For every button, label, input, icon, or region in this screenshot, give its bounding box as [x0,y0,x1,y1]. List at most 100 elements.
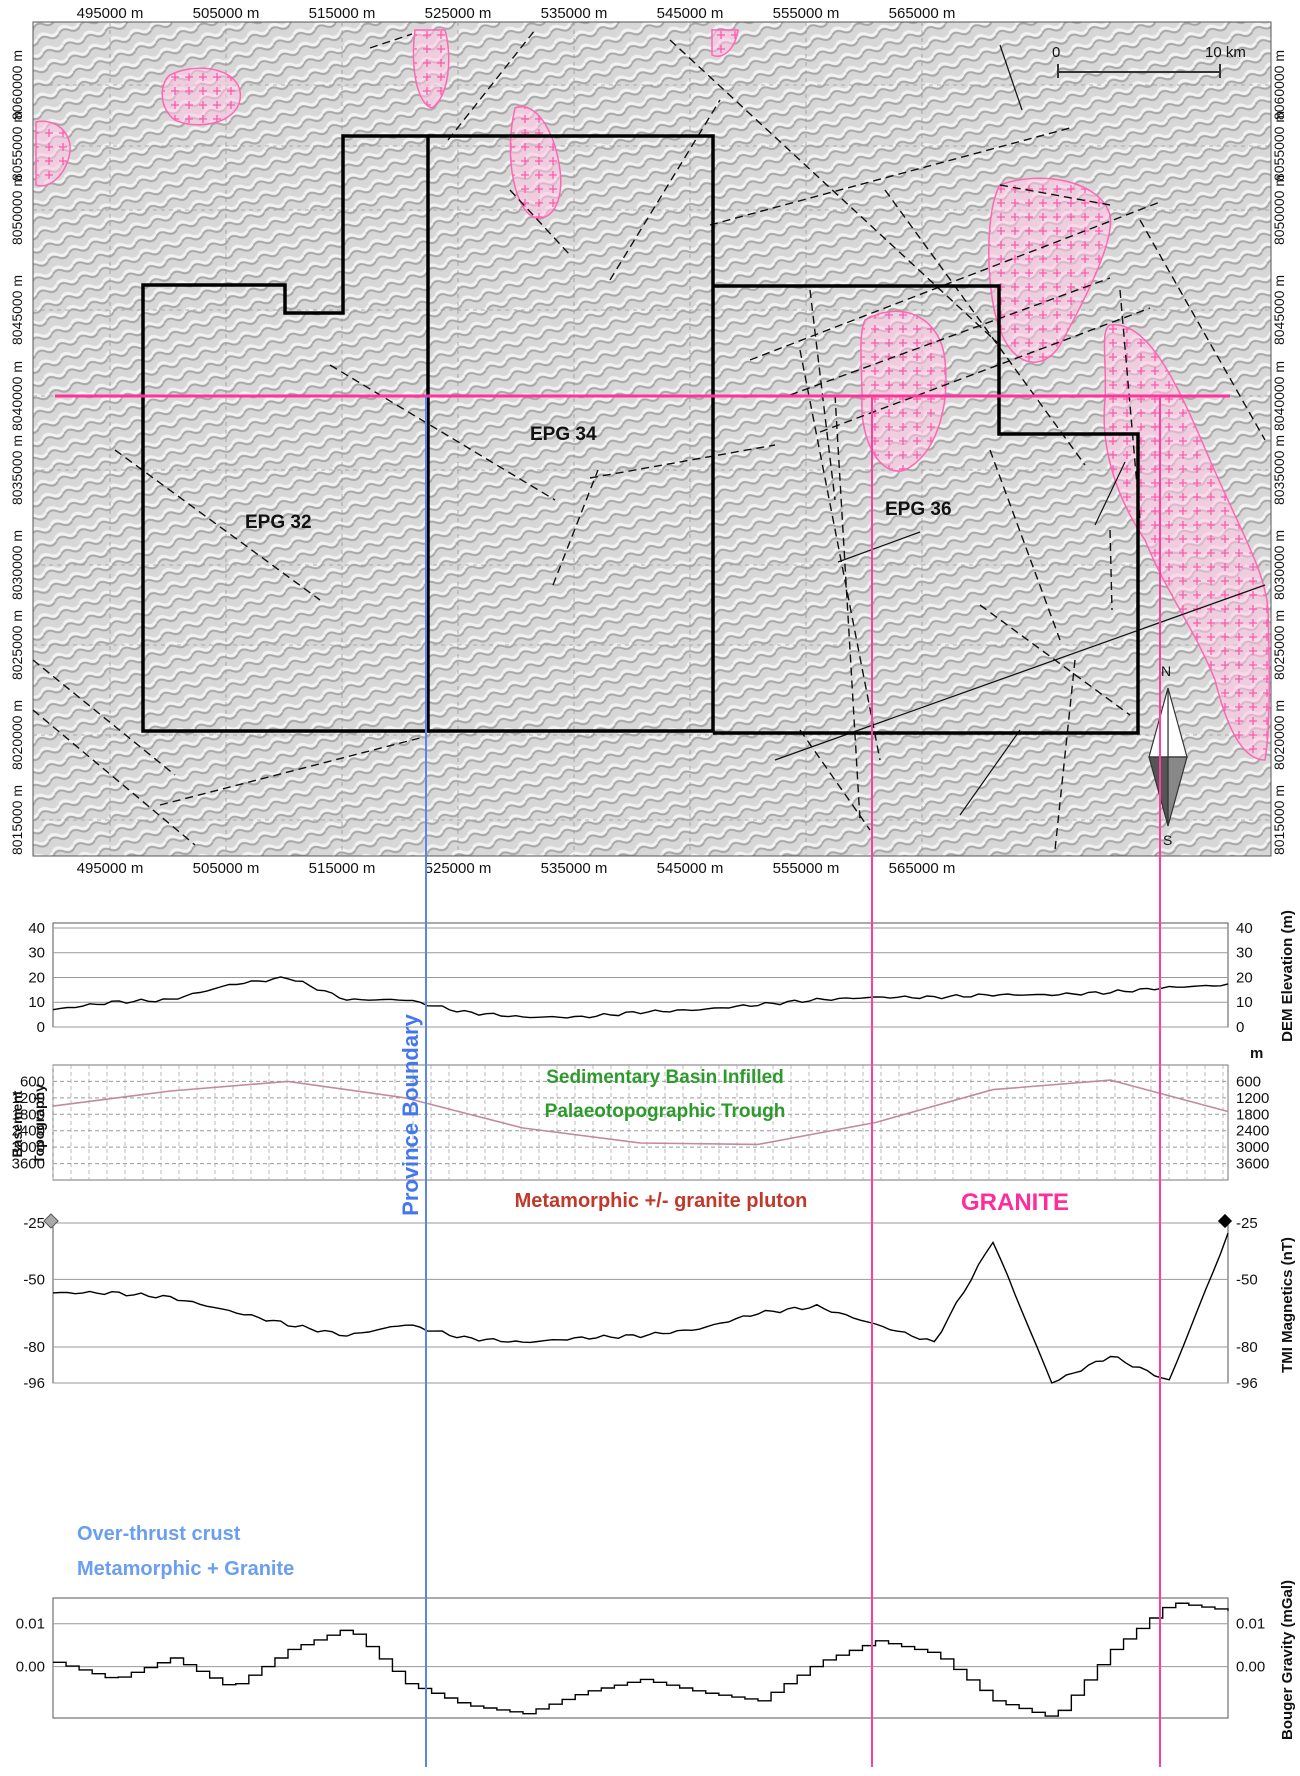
y-tick-right: 40 [1236,920,1253,937]
lineament [589,444,776,479]
basement-gridlines [52,1065,1228,1180]
label-epg32: EPG 32 [245,512,312,533]
tmi-axis-title: TMI Magnetics (nT) [1279,1237,1296,1373]
lineament [114,449,321,601]
granite-body [412,29,450,109]
lineament [32,659,176,776]
lineament [989,449,1061,641]
solid-lineaments [774,44,1266,816]
lineament [669,39,1001,346]
y-tick-right: 10 [1236,994,1253,1011]
map-x-tick-bottom: 495000 m [77,860,144,877]
tmi-left-marker-icon [43,1213,59,1229]
map-y-tick-right: 8040000 m [1271,361,1287,431]
map-x-tick-top: 515000 m [309,5,376,22]
metamorphic-label: Metamorphic +/- granite pluton [515,1190,808,1212]
y-tick-left: -96 [23,1375,45,1392]
y-tick-right: 1200 [1236,1090,1269,1107]
map-y-tick-right: 8060000 m [1271,50,1287,120]
granite-label: GRANITE [961,1189,1069,1216]
map-x-tick-bottom: 565000 m [889,860,956,877]
map-x-tick-top: 495000 m [77,5,144,22]
basement-title-2: Topography [31,1084,47,1164]
lineament [329,364,556,501]
y-tick-right: -96 [1236,1375,1258,1392]
y-tick-left: 1800 [12,1106,45,1123]
map-x-tick-top: 555000 m [773,5,840,22]
basement-series-line [52,1079,1229,1146]
tenement-epg34 [428,134,715,733]
lineament [999,44,1023,111]
y-tick-right: 0.00 [1236,1659,1265,1676]
lineament [884,189,1086,466]
map-y-tick-left: 8050000 m [9,175,25,245]
lineament [159,737,421,806]
tmi-series-line [52,1232,1229,1384]
dem-tick-labels: 0 0 10 10 20 20 30 30 40 40 [28,920,1252,1036]
tmi-panel [52,1222,1229,1384]
province-boundary-label: Province Boundary [398,1013,423,1215]
map-x-tick-bottom: 505000 m [193,860,260,877]
lineament [369,33,413,49]
map-y-tick-left: 8040000 m [9,361,25,431]
basement-unit-label: m [1250,1045,1263,1062]
y-tick-right: -25 [1236,1215,1258,1232]
lineament [709,127,1071,226]
gravity-panel [52,1597,1229,1719]
y-tick-right: 20 [1236,969,1253,986]
y-tick-right: 3000 [1236,1139,1269,1156]
y-tick-left: 40 [28,920,45,937]
y-tick-right: 600 [1236,1073,1261,1090]
map-x-tick-bottom: 535000 m [541,860,608,877]
y-tick-right: 0 [1236,1019,1244,1036]
map-x-tick-top: 505000 m [193,5,260,22]
y-tick-right: 2400 [1236,1123,1269,1140]
y-tick-right: 30 [1236,945,1253,962]
map-y-tick-right: 8020000 m [1271,700,1287,770]
map-x-tick-top: 565000 m [889,5,956,22]
tenement-epg32 [141,134,430,733]
scale-bar: 0 10 km [1052,44,1246,78]
gravity-gridlines [53,1623,1228,1668]
dem-panel [52,922,1229,1028]
lineament [789,277,1111,396]
label-epg36: EPG 36 [885,499,952,520]
tenement-epg36 [713,284,1140,735]
lineaments [32,29,1266,851]
overthrust-label-1: Over-thrust crust [77,1523,241,1545]
lineament [1139,219,1266,441]
lineament [32,709,196,846]
y-tick-left: 3600 [12,1156,45,1173]
y-tick-left: 1200 [12,1090,45,1107]
map-y-tick-right: 8050000 m [1271,175,1287,245]
lineament [749,201,1161,361]
lineament [1109,529,1113,611]
granite-body [988,177,1112,363]
map-y-tick-left: 8025000 m [9,610,25,680]
lineament [509,189,571,256]
lineament [552,469,599,586]
granite-body [860,310,947,472]
scale-end-label: 10 km [1205,44,1246,61]
y-tick-left: 600 [20,1073,45,1090]
lineament [774,584,1266,761]
map-y-tick-left: 8060000 m [9,50,25,120]
y-tick-left: 10 [28,994,45,1011]
granite-body [161,67,241,126]
north-arrow-icon: N S [1148,663,1188,848]
granite-body [1103,324,1270,761]
y-tick-left: 0.01 [16,1616,45,1633]
dem-axis-title: DEM Elevation (m) [1279,910,1296,1042]
map-x-tick-bottom: 515000 m [309,860,376,877]
y-tick-right: 1800 [1236,1106,1269,1123]
lineament [959,729,1021,816]
tmi-tick-labels: -25 -25 -50 -50 -80 -80 -96 -96 [23,1215,1257,1392]
north-label: N [1161,663,1171,679]
y-tick-left: -25 [23,1215,45,1232]
map-x-tick-bottom: 545000 m [657,860,724,877]
tmi-gridlines [53,1222,1228,1384]
map-y-tick-left: 8015000 m [9,785,25,855]
gravity-tick-labels: 0.01 0.01 0.00 0.00 [16,1616,1265,1676]
